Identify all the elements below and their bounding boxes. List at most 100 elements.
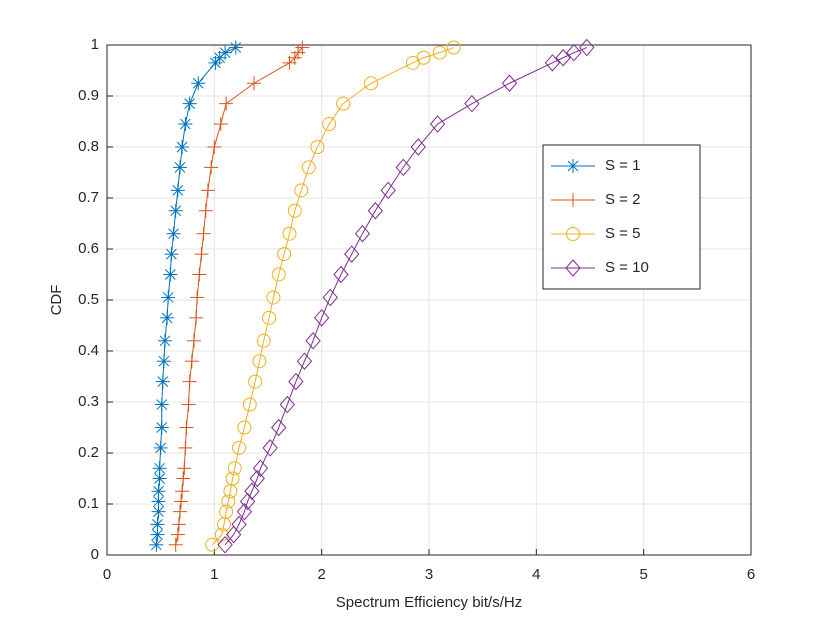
marker-asterisk <box>164 247 179 262</box>
marker-shape <box>446 40 461 55</box>
marker-shape <box>282 226 297 241</box>
y-tick-label: 0.3 <box>78 393 99 410</box>
marker-plus <box>204 160 219 175</box>
marker-stroke <box>170 205 182 217</box>
marker-asterisk <box>163 267 178 282</box>
marker-asterisk <box>178 117 193 132</box>
marker-diamond <box>429 115 446 133</box>
marker-plus <box>168 537 183 552</box>
marker-plus <box>198 203 213 218</box>
marker-circle <box>336 96 351 111</box>
x-tick-label: 6 <box>747 566 755 583</box>
marker-circle <box>301 160 316 175</box>
marker-asterisk <box>153 440 168 455</box>
marker-shape <box>219 504 234 519</box>
marker-plus <box>176 471 191 486</box>
marker-circle <box>432 45 447 60</box>
marker-circle <box>566 227 580 241</box>
marker-diamond <box>501 74 518 93</box>
marker-diamond <box>565 259 581 277</box>
marker-asterisk <box>151 484 166 499</box>
y-tick-label: 1 <box>91 36 99 53</box>
marker-circle <box>416 50 431 65</box>
marker-shape <box>566 43 582 62</box>
marker-shape <box>225 471 240 486</box>
marker-shape <box>296 352 313 370</box>
y-tick-label: 0.9 <box>78 87 99 104</box>
marker-circle <box>287 203 302 218</box>
marker-diamond <box>217 536 233 554</box>
marker-shape <box>544 54 561 72</box>
marker-circle <box>225 471 240 486</box>
marker-stroke <box>154 462 165 474</box>
marker-plus <box>178 440 193 455</box>
marker-stroke <box>168 228 179 240</box>
marker-stroke <box>155 442 167 454</box>
marker-shape <box>566 227 580 241</box>
marker-stroke <box>153 496 164 507</box>
y-tick-label: 0.8 <box>78 138 99 155</box>
marker-diamond <box>410 138 426 156</box>
marker-shape <box>314 309 330 327</box>
marker-diamond <box>344 245 360 263</box>
marker-plus <box>171 517 186 532</box>
marker-shape <box>380 181 396 200</box>
marker-diamond <box>380 181 396 200</box>
marker-stroke <box>156 399 168 410</box>
marker-stroke <box>179 118 191 130</box>
marker-shape <box>279 395 295 414</box>
marker-diamond <box>555 48 571 67</box>
marker-diamond <box>296 352 313 370</box>
marker-stroke <box>153 506 164 518</box>
marker-asterisk <box>170 183 185 198</box>
marker-stroke <box>162 292 174 303</box>
marker-plus <box>200 183 215 198</box>
marker-stroke <box>153 485 164 497</box>
marker-asterisk <box>157 333 172 348</box>
marker-diamond <box>322 288 338 307</box>
marker-diamond <box>367 201 383 220</box>
marker-shape <box>344 245 360 263</box>
marker-asterisk <box>154 420 169 435</box>
y-tick-label: 0.1 <box>78 495 99 512</box>
marker-asterisk <box>152 461 167 476</box>
marker-stroke <box>157 376 169 387</box>
marker-shape <box>565 259 581 277</box>
marker-diamond <box>249 469 265 488</box>
legend-label: S = 10 <box>605 259 649 276</box>
marker-diamond <box>244 482 260 501</box>
marker-shape <box>310 140 325 154</box>
x-tick-label: 3 <box>425 566 433 583</box>
marker-circle <box>237 420 252 435</box>
marker-plus <box>194 247 209 262</box>
marker-stroke <box>154 473 165 484</box>
y-tick-label: 0.2 <box>78 444 99 461</box>
marker-stroke <box>172 184 184 196</box>
marker-circle <box>271 267 286 282</box>
marker-shape <box>271 418 287 437</box>
marker-stroke <box>152 519 163 530</box>
marker-diamond <box>314 309 330 327</box>
marker-plus <box>175 484 190 499</box>
series-line <box>211 47 454 546</box>
marker-diamond <box>333 265 349 284</box>
marker-circle <box>262 310 277 325</box>
marker-shape <box>322 117 337 132</box>
marker-shape <box>416 50 431 65</box>
marker-circle <box>446 40 461 55</box>
marker-stroke <box>176 141 188 153</box>
marker-circle <box>248 374 263 389</box>
marker-shape <box>367 201 383 220</box>
marker-plus <box>189 310 204 325</box>
x-tick-label: 5 <box>639 566 647 583</box>
marker-shape <box>301 160 316 175</box>
y-axis-label: CDF <box>48 285 65 316</box>
marker-plus <box>182 374 197 389</box>
marker-plus <box>295 40 310 55</box>
marker-shape <box>464 94 480 113</box>
marker-shape <box>262 439 278 457</box>
marker-diamond <box>231 515 247 534</box>
marker-diamond <box>305 332 321 350</box>
marker-diamond <box>236 502 253 521</box>
marker-plus <box>219 96 234 111</box>
